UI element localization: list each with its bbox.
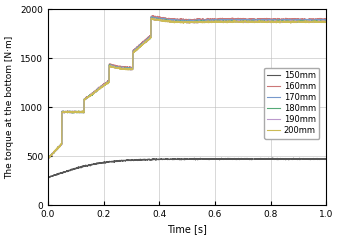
180mm	[265, 20, 269, 23]
150mm	[324, 157, 328, 160]
200mm	[181, 21, 185, 24]
190mm	[324, 20, 328, 23]
150mm	[60, 172, 64, 174]
170mm	[60, 110, 64, 113]
180mm	[316, 19, 320, 22]
180mm	[60, 110, 64, 113]
180mm	[46, 157, 50, 160]
Line: 160mm: 160mm	[48, 16, 326, 159]
150mm	[316, 158, 320, 161]
200mm	[60, 110, 64, 113]
200mm	[151, 17, 155, 20]
Line: 190mm: 190mm	[48, 18, 326, 158]
200mm	[174, 21, 178, 24]
160mm	[174, 18, 178, 21]
150mm	[316, 158, 320, 161]
200mm	[324, 21, 328, 24]
150mm	[174, 158, 178, 161]
160mm	[316, 18, 320, 20]
190mm	[174, 21, 178, 24]
Line: 200mm: 200mm	[48, 18, 326, 159]
170mm	[46, 157, 50, 160]
Y-axis label: The torque at the bottom [N·m]: The torque at the bottom [N·m]	[5, 36, 15, 179]
150mm	[265, 158, 269, 161]
200mm	[265, 20, 270, 23]
190mm	[46, 156, 51, 159]
190mm	[46, 156, 50, 159]
190mm	[265, 20, 270, 23]
200mm	[46, 157, 50, 160]
170mm	[174, 19, 178, 22]
160mm	[151, 14, 155, 17]
Legend: 150mm, 160mm, 170mm, 180mm, 190mm, 200mm: 150mm, 160mm, 170mm, 180mm, 190mm, 200mm	[264, 68, 319, 139]
190mm	[149, 17, 153, 19]
190mm	[316, 20, 320, 23]
160mm	[265, 18, 270, 21]
180mm	[149, 16, 153, 19]
160mm	[60, 110, 64, 113]
200mm	[316, 21, 320, 24]
170mm	[181, 19, 185, 22]
170mm	[316, 19, 320, 22]
150mm	[292, 157, 296, 160]
180mm	[324, 20, 328, 23]
160mm	[181, 19, 185, 22]
Line: 170mm: 170mm	[48, 17, 326, 159]
160mm	[46, 156, 50, 159]
Line: 180mm: 180mm	[48, 18, 326, 159]
180mm	[174, 20, 178, 23]
160mm	[46, 157, 51, 160]
170mm	[46, 157, 50, 160]
190mm	[181, 21, 185, 24]
180mm	[316, 20, 320, 23]
170mm	[265, 19, 270, 22]
150mm	[47, 176, 52, 179]
160mm	[324, 18, 328, 21]
180mm	[181, 21, 185, 24]
X-axis label: Time [s]: Time [s]	[167, 224, 207, 234]
190mm	[316, 20, 320, 23]
170mm	[324, 19, 328, 22]
150mm	[46, 176, 50, 179]
200mm	[316, 20, 320, 23]
200mm	[46, 156, 50, 159]
170mm	[149, 15, 154, 18]
160mm	[316, 17, 320, 20]
190mm	[60, 110, 64, 113]
Line: 150mm: 150mm	[48, 158, 326, 178]
150mm	[181, 158, 185, 161]
170mm	[316, 19, 320, 22]
